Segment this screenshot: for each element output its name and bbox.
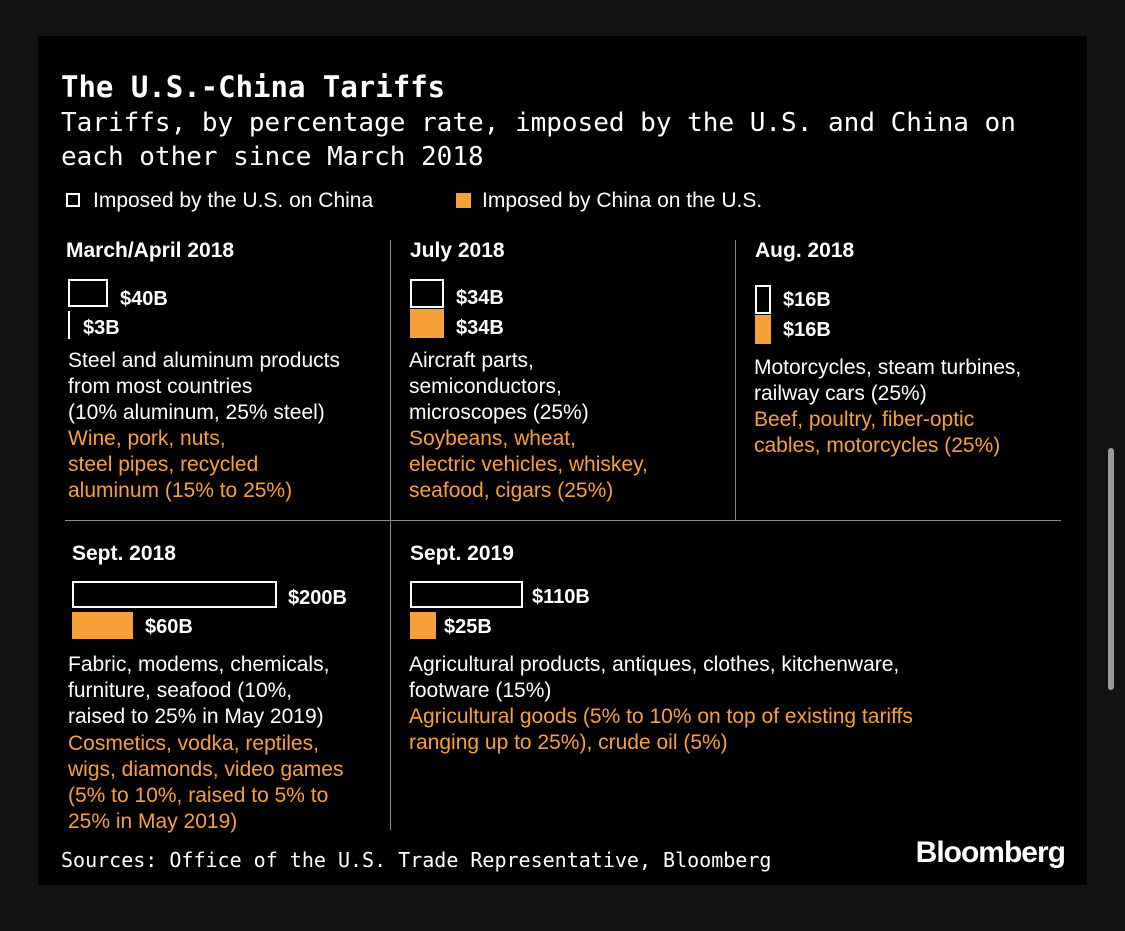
chart-title: The U.S.-China Tariffs (61, 70, 446, 104)
china-description: Soybeans, wheat, electric vehicles, whisk… (409, 426, 648, 504)
value-label-china: $34B (456, 317, 504, 339)
value-label-china: $60B (145, 616, 193, 638)
panel-title: Sept. 2018 (72, 542, 176, 565)
description-line: electric vehicles, whiskey, (409, 453, 648, 476)
description-line: ranging up to 25%), crude oil (5%) (409, 731, 728, 754)
value-label-us: $110B (532, 586, 590, 608)
description-line: wigs, diamonds, video games (68, 758, 344, 781)
bar-china (755, 315, 771, 344)
panel-title: July 2018 (410, 239, 505, 262)
description-line: furniture, seafood (10%, (68, 679, 293, 702)
value-label-china: $16B (783, 319, 831, 341)
description-line: Agricultural goods (5% to 10% on top of … (409, 705, 913, 728)
china-description: Cosmetics, vodka, reptiles, wigs, diamond… (68, 731, 343, 835)
value-label-us: $200B (288, 587, 347, 609)
legend-china-label: Imposed by China on the U.S. (482, 189, 763, 212)
chart-subtitle: Tariffs, by percentage rate, imposed by … (61, 108, 1016, 172)
description-line: (5% to 10%, raised to 5% to (68, 784, 329, 807)
description-line: microscopes (25%) (409, 401, 589, 424)
description-line: Fabric, modems, chemicals, (68, 653, 330, 676)
value-label-us: $34B (456, 287, 504, 309)
us-description: Aircraft parts, semiconductors, microscope… (409, 348, 589, 426)
legend-us-swatch (66, 193, 80, 207)
us-description: Steel and aluminum products from most cou… (68, 348, 340, 426)
description-line: 25% in May 2019) (68, 810, 238, 833)
description-line: steel pipes, recycled (68, 453, 259, 476)
bar-us (410, 581, 523, 608)
bar-us (68, 279, 108, 307)
bar-us (410, 279, 444, 308)
divider-vertical-1 (390, 240, 391, 830)
bar-china (72, 612, 133, 639)
us-description: Agricultural products, antiques, clothes… (409, 652, 899, 704)
description-line: Aircraft parts, (409, 349, 534, 372)
panel-title: Aug. 2018 (755, 239, 855, 262)
description-line: Motorcycles, steam turbines, (754, 356, 1022, 379)
chart-card: The U.S.-China Tariffs Tariffs, by perce… (38, 36, 1087, 885)
bar-china (410, 612, 436, 639)
value-label-china: $3B (83, 317, 120, 339)
source-note: Sources: Office of the U.S. Trade Repres… (61, 848, 772, 872)
description-line: footware (15%) (409, 679, 552, 702)
description-line: Steel and aluminum products (68, 349, 340, 372)
divider-vertical-2 (735, 240, 736, 520)
description-line: Cosmetics, vodka, reptiles, (68, 732, 319, 755)
divider-horizontal (65, 520, 1061, 521)
bar-china (68, 311, 71, 339)
description-line: cables, motorcycles (25%) (754, 434, 1001, 457)
bar-us (755, 285, 771, 314)
legend-us-label: Imposed by the U.S. on China (93, 189, 374, 212)
description-line: Beef, poultry, fiber-optic (754, 408, 975, 431)
china-description: Beef, poultry, fiber-optic cables, motorc… (754, 407, 1000, 459)
description-line: seafood, cigars (25%) (409, 479, 614, 502)
value-label-us: $40B (120, 288, 168, 310)
description-line: raised to 25% in May 2019) (68, 705, 324, 728)
description-line: from most countries (68, 375, 253, 398)
china-description: Wine, pork, nuts, steel pipes, recycled al… (68, 426, 292, 504)
bloomberg-logo: Bloomberg (915, 836, 1066, 869)
china-description: Agricultural goods (5% to 10% on top of … (409, 704, 913, 756)
us-description: Motorcycles, steam turbines, railway cars… (754, 355, 1021, 407)
legend-china-swatch (456, 193, 471, 208)
us-description: Fabric, modems, chemicals, furniture, sea… (68, 652, 329, 730)
panel-title: Sept. 2019 (410, 542, 514, 565)
description-line: semiconductors, (409, 375, 562, 398)
description-line: (10% aluminum, 25% steel) (68, 401, 325, 424)
scrollbar[interactable] (1108, 448, 1114, 690)
description-line: railway cars (25%) (754, 382, 927, 405)
value-label-china: $25B (444, 616, 492, 638)
description-line: Agricultural products, antiques, clothes… (409, 653, 900, 676)
bar-china (410, 309, 444, 338)
description-line: Wine, pork, nuts, (68, 427, 226, 450)
bar-us (72, 581, 277, 608)
description-line: Soybeans, wheat, (409, 427, 576, 450)
panel-title: March/April 2018 (66, 239, 235, 262)
value-label-us: $16B (783, 289, 831, 311)
description-line: aluminum (15% to 25%) (68, 479, 293, 502)
